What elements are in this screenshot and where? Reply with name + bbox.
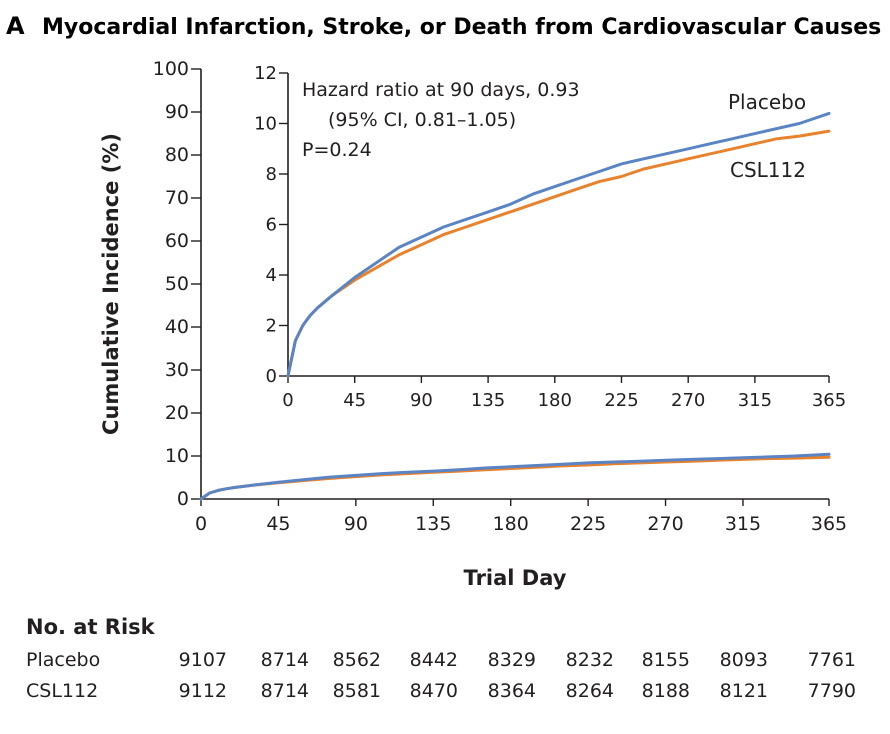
inset-series xyxy=(286,111,831,378)
risk-cell: 7761 xyxy=(808,649,856,671)
risk-row-label: CSL112 xyxy=(26,680,98,702)
main-y-tick-label: 30 xyxy=(165,359,189,381)
main-x-tick-label: 90 xyxy=(344,513,368,535)
ci-annotation: (95% CI, 0.81–1.05) xyxy=(328,109,516,131)
risk-cell: 9107 xyxy=(179,649,227,671)
main-y-tick-label: 100 xyxy=(153,58,189,80)
main-x-tick-label: 45 xyxy=(266,513,290,535)
inset-x-tick-label: 45 xyxy=(343,390,366,411)
risk-row-label: Placebo xyxy=(26,649,100,671)
risk-cell: 8093 xyxy=(720,649,768,671)
risk-cell: 8442 xyxy=(410,649,458,671)
inset-x-tick-label: 270 xyxy=(671,390,705,411)
risk-cell: 8121 xyxy=(720,680,768,702)
panel-letter: A xyxy=(6,12,25,40)
inset-y-tick-label: 4 xyxy=(266,265,277,286)
main-y-tick-label: 70 xyxy=(165,187,189,209)
inset-y-tick-label: 12 xyxy=(254,63,277,84)
inset-x-tick-label: 315 xyxy=(738,390,772,411)
p-value-annotation: P=0.24 xyxy=(302,139,372,161)
risk-cell: 8714 xyxy=(261,649,309,671)
y-axis-label: Cumulative Incidence (%) xyxy=(99,133,123,435)
risk-cell: 7790 xyxy=(808,680,856,702)
main-y-tick-label: 20 xyxy=(165,402,189,424)
main-x-tick-label: 315 xyxy=(725,513,761,535)
inset-y-tick-label: 6 xyxy=(266,215,277,236)
main-y-tick-label: 50 xyxy=(165,273,189,295)
main-y-tick-label: 10 xyxy=(165,445,189,467)
main-line-csl112 xyxy=(199,455,831,501)
inset-x-tick-label: 135 xyxy=(471,390,505,411)
inset-x-tick-label: 90 xyxy=(410,390,433,411)
inset-axes: 0 2 4 6 8 10 12 0 45 90 135 180 225 270 315 365 xyxy=(254,63,846,411)
inset-y-tick-label: 0 xyxy=(266,366,277,387)
main-x-tick-label: 225 xyxy=(570,513,606,535)
main-x-tick-label: 135 xyxy=(415,513,451,535)
inset-x-tick-label: 365 xyxy=(812,390,846,411)
inset-y-tick-label: 2 xyxy=(266,316,277,337)
risk-cell: 8155 xyxy=(642,649,690,671)
main-x-tick-label: 365 xyxy=(811,513,847,535)
risk-table-title: No. at Risk xyxy=(26,615,156,639)
risk-cell: 8188 xyxy=(642,680,690,702)
inset-line-placebo xyxy=(286,111,831,378)
main-x-tick-label: 270 xyxy=(647,513,683,535)
main-y-tick-label: 90 xyxy=(165,101,189,123)
inset-x-tick-label: 0 xyxy=(282,390,293,411)
risk-cell: 8264 xyxy=(566,680,614,702)
inset-x-tick-label: 225 xyxy=(604,390,638,411)
main-series xyxy=(199,452,831,501)
hazard-ratio-annotation: Hazard ratio at 90 days, 0.93 xyxy=(302,79,580,101)
risk-cell: 9112 xyxy=(179,680,227,702)
main-y-tick-label: 0 xyxy=(177,488,189,510)
inset-x-tick-label: 180 xyxy=(538,390,572,411)
main-y-tick-label: 60 xyxy=(165,230,189,252)
main-x-tick-label: 180 xyxy=(493,513,529,535)
risk-cell: 8714 xyxy=(261,680,309,702)
series-label-csl112: CSL112 xyxy=(730,158,806,182)
series-label-placebo: Placebo xyxy=(728,90,806,114)
risk-cell: 8562 xyxy=(333,649,381,671)
risk-cell: 8364 xyxy=(488,680,536,702)
risk-cell: 8329 xyxy=(488,649,536,671)
main-y-tick-label: 80 xyxy=(165,144,189,166)
main-x-tick-label: 0 xyxy=(195,513,207,535)
risk-table: Placebo 9107 8714 8562 8442 8329 8232 8155 8093 7… xyxy=(26,649,856,702)
risk-cell: 8581 xyxy=(333,680,381,702)
chart-title: Myocardial Infarction, Stroke, or Death … xyxy=(42,15,881,40)
risk-cell: 8232 xyxy=(566,649,614,671)
x-axis-label: Trial Day xyxy=(464,566,567,590)
inset-y-tick-label: 10 xyxy=(254,114,277,135)
risk-cell: 8470 xyxy=(410,680,458,702)
main-line-placebo xyxy=(199,452,831,501)
main-y-tick-label: 40 xyxy=(165,316,189,338)
inset-y-tick-label: 8 xyxy=(266,164,277,185)
